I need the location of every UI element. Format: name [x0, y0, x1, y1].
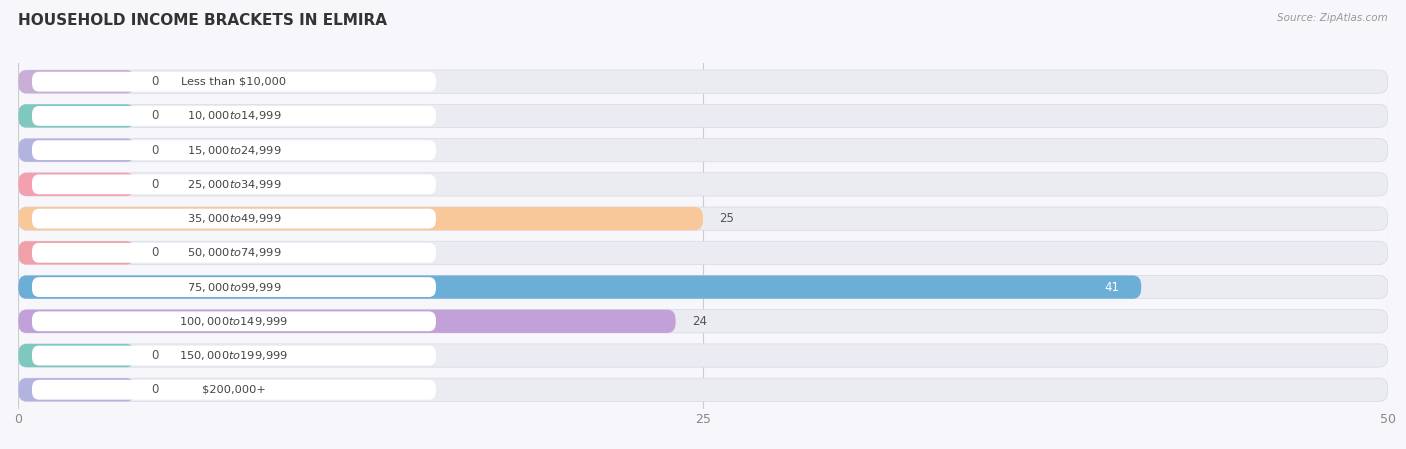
Text: 0: 0	[150, 75, 159, 88]
Text: 0: 0	[150, 178, 159, 191]
FancyBboxPatch shape	[18, 138, 1388, 162]
FancyBboxPatch shape	[18, 173, 1388, 196]
Text: $50,000 to $74,999: $50,000 to $74,999	[187, 247, 281, 260]
FancyBboxPatch shape	[18, 173, 135, 196]
FancyBboxPatch shape	[32, 106, 436, 126]
FancyBboxPatch shape	[18, 344, 135, 367]
Text: 0: 0	[150, 144, 159, 157]
FancyBboxPatch shape	[32, 140, 436, 160]
FancyBboxPatch shape	[18, 207, 703, 230]
Text: 0: 0	[150, 247, 159, 260]
FancyBboxPatch shape	[32, 175, 436, 194]
FancyBboxPatch shape	[32, 72, 436, 92]
FancyBboxPatch shape	[32, 346, 436, 365]
Text: $100,000 to $149,999: $100,000 to $149,999	[180, 315, 288, 328]
FancyBboxPatch shape	[18, 275, 1388, 299]
Text: 0: 0	[150, 383, 159, 396]
FancyBboxPatch shape	[32, 243, 436, 263]
Text: 0: 0	[150, 349, 159, 362]
FancyBboxPatch shape	[18, 310, 676, 333]
Text: 0: 0	[150, 110, 159, 123]
FancyBboxPatch shape	[18, 241, 1388, 264]
Text: $150,000 to $199,999: $150,000 to $199,999	[180, 349, 288, 362]
FancyBboxPatch shape	[18, 378, 135, 401]
FancyBboxPatch shape	[18, 310, 1388, 333]
FancyBboxPatch shape	[32, 312, 436, 331]
Text: $25,000 to $34,999: $25,000 to $34,999	[187, 178, 281, 191]
FancyBboxPatch shape	[18, 104, 1388, 128]
FancyBboxPatch shape	[32, 380, 436, 400]
Text: Source: ZipAtlas.com: Source: ZipAtlas.com	[1277, 13, 1388, 23]
Text: $35,000 to $49,999: $35,000 to $49,999	[187, 212, 281, 225]
FancyBboxPatch shape	[32, 277, 436, 297]
FancyBboxPatch shape	[18, 378, 1388, 401]
FancyBboxPatch shape	[18, 70, 135, 93]
Text: 25: 25	[720, 212, 734, 225]
Text: $15,000 to $24,999: $15,000 to $24,999	[187, 144, 281, 157]
Text: $75,000 to $99,999: $75,000 to $99,999	[187, 281, 281, 294]
Text: $200,000+: $200,000+	[202, 385, 266, 395]
FancyBboxPatch shape	[32, 209, 436, 229]
FancyBboxPatch shape	[18, 104, 135, 128]
Text: HOUSEHOLD INCOME BRACKETS IN ELMIRA: HOUSEHOLD INCOME BRACKETS IN ELMIRA	[18, 13, 387, 28]
Text: Less than $10,000: Less than $10,000	[181, 77, 287, 87]
Text: 41: 41	[1104, 281, 1119, 294]
FancyBboxPatch shape	[18, 70, 1388, 93]
FancyBboxPatch shape	[18, 275, 1142, 299]
FancyBboxPatch shape	[18, 344, 1388, 367]
Text: 24: 24	[692, 315, 707, 328]
FancyBboxPatch shape	[18, 138, 135, 162]
FancyBboxPatch shape	[18, 241, 135, 264]
FancyBboxPatch shape	[18, 207, 1388, 230]
Text: $10,000 to $14,999: $10,000 to $14,999	[187, 110, 281, 123]
